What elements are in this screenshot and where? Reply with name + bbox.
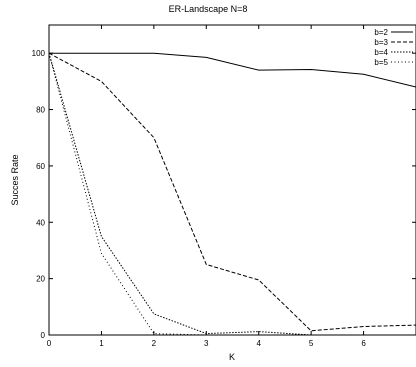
- series-line-b=3: [48, 52, 416, 332]
- x-tick-label: 2: [152, 339, 157, 348]
- legend-label: b=2: [374, 28, 388, 37]
- legend-label: b=3: [374, 38, 388, 47]
- y-axis-label: Succes Rate: [10, 154, 20, 205]
- series-line-b=2: [49, 52, 416, 88]
- plot-frame: [48, 24, 416, 336]
- y-tick-label: 100: [32, 49, 46, 58]
- y-tick-label: 20: [36, 275, 45, 284]
- series-lines: [48, 52, 416, 336]
- chart-title: ER-Landscape N=8: [169, 4, 248, 14]
- y-tick-label: 40: [36, 218, 45, 227]
- y-tick-label: 0: [41, 331, 46, 340]
- legend-label: b=4: [374, 48, 388, 57]
- x-tick-label: 0: [47, 339, 52, 348]
- x-tick-label: 6: [361, 339, 366, 348]
- x-tick-label: 1: [99, 339, 104, 348]
- y-tick-label: 80: [36, 106, 45, 115]
- legend-label: b=5: [374, 58, 388, 67]
- series-line-b=5: [48, 53, 416, 336]
- legend: b=2b=3b=4b=5: [374, 28, 413, 67]
- x-axis-label: K: [229, 352, 235, 362]
- x-tick-label: 4: [256, 339, 261, 348]
- series-line-b=4: [48, 53, 416, 336]
- y-tick-label: 60: [36, 162, 45, 171]
- x-tick-label: 5: [309, 339, 314, 348]
- x-tick-label: 3: [204, 339, 209, 348]
